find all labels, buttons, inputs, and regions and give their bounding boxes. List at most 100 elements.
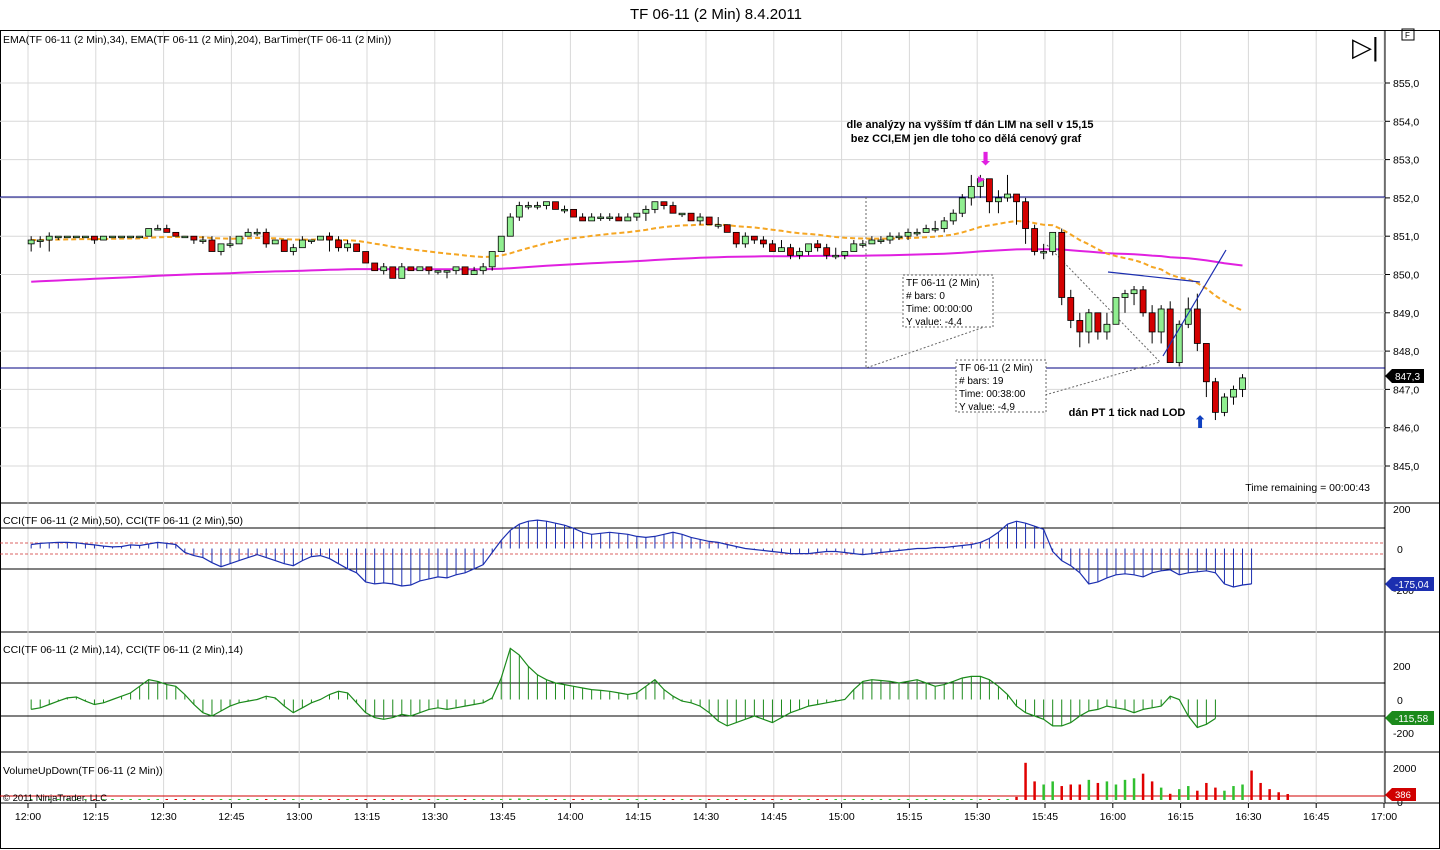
- x-tick-label: 16:45: [1303, 811, 1329, 823]
- measure-line-1[interactable]: [865, 197, 991, 369]
- pin-icon-label: F: [1405, 31, 1410, 40]
- cci50-tick: 200: [1393, 504, 1411, 516]
- x-tick-label: 13:45: [489, 811, 515, 823]
- candle-body: [82, 235, 89, 239]
- candle-body: [741, 235, 749, 245]
- candle-body: [714, 224, 722, 227]
- candle-body: [353, 243, 361, 252]
- y-tick-label: 854,0: [1393, 116, 1419, 128]
- cci50-value-tag: -175,04: [1385, 577, 1434, 591]
- candle-body: [769, 243, 776, 252]
- cci14-series: [30, 647, 1216, 729]
- chart-title: TF 06-11 (2 Min) 8.4.2011: [630, 6, 802, 23]
- candle-body: [136, 235, 144, 239]
- candle-body: [886, 235, 894, 241]
- candle-body: [1040, 251, 1048, 254]
- x-tick-label: 12:00: [15, 811, 41, 823]
- candle-body: [109, 235, 116, 239]
- candle-body: [172, 231, 180, 237]
- measure-box-line: Y value: -4,4: [906, 317, 962, 328]
- x-tick-label: 15:45: [1032, 811, 1058, 823]
- candle-body: [1112, 297, 1120, 325]
- time-remaining: Time remaining = 00:00:43: [1245, 482, 1370, 494]
- candle-body: [895, 235, 903, 239]
- cci14-tick: 200: [1393, 661, 1411, 673]
- x-tick-label: 16:30: [1235, 811, 1261, 823]
- candle-body: [787, 247, 794, 256]
- candle-body: [669, 205, 677, 214]
- candle-body: [190, 235, 198, 241]
- y-tick-label: 845,0: [1393, 461, 1419, 473]
- x-tick-label: 16:15: [1167, 811, 1193, 823]
- pin-icon[interactable]: [1401, 28, 1415, 41]
- x-tick-label: 12:15: [83, 811, 109, 823]
- candle-body: [642, 208, 650, 214]
- candle-body: [588, 216, 596, 222]
- candle-body: [317, 235, 324, 241]
- candle-body: [678, 212, 686, 216]
- ema204-line: [31, 248, 1243, 283]
- y-tick-label: 849,0: [1393, 308, 1419, 320]
- candle-body: [995, 197, 1002, 203]
- measure-box-1[interactable]: TF 06-11 (2 Min) # bars: 0 Time: 00:00:0…: [902, 274, 994, 328]
- measure-box-line: Time: 00:00:00: [906, 304, 973, 315]
- candle-body: [100, 235, 107, 241]
- sell-arrow-icon: ⬇: [978, 149, 993, 170]
- candle-body: [543, 201, 550, 206]
- candle-body: [298, 239, 306, 249]
- candle-body: [434, 270, 442, 273]
- candle-body: [868, 239, 876, 245]
- candle-body: [479, 266, 487, 272]
- candle-body: [54, 235, 62, 239]
- volume-tick: 2000: [1393, 763, 1417, 775]
- candle-body: [850, 243, 858, 252]
- candle-body: [723, 224, 731, 233]
- candle-body: [986, 178, 993, 203]
- candle-body: [705, 216, 713, 226]
- candle-body: [931, 228, 939, 231]
- candle-body: [1121, 293, 1129, 298]
- candle-body: [841, 251, 849, 256]
- candle-body: [1076, 320, 1084, 333]
- x-tick-label: 15:15: [896, 811, 922, 823]
- measure-box-2[interactable]: TF 06-11 (2 Min) # bars: 19 Time: 00:38:…: [955, 359, 1047, 413]
- candle-body: [1022, 201, 1029, 229]
- candle-body: [1166, 308, 1174, 363]
- x-tick-label: 14:15: [625, 811, 651, 823]
- candle-body: [967, 186, 975, 199]
- play-icon[interactable]: ▷|: [1352, 32, 1379, 62]
- cci50-last-value: -175,04: [1395, 580, 1429, 591]
- trend-line-rising[interactable]: [1162, 249, 1227, 357]
- candle-body: [1013, 193, 1020, 203]
- candle-body: [1202, 343, 1210, 383]
- candle-body: [36, 239, 44, 242]
- candle-body: [1058, 231, 1066, 298]
- candle-body: [271, 239, 279, 245]
- x-tick-label: 15:00: [828, 811, 854, 823]
- candle-body: [344, 243, 351, 249]
- candle-body: [253, 231, 261, 235]
- candle-body: [832, 254, 840, 258]
- candle-body: [732, 231, 740, 245]
- candle-body: [949, 212, 957, 222]
- candle-body: [1157, 308, 1165, 333]
- x-tick-label: 17:00: [1371, 811, 1397, 823]
- candle-body: [289, 247, 297, 252]
- candle-body: [940, 220, 948, 229]
- candle-body: [1148, 312, 1156, 333]
- candle-body: [389, 266, 397, 279]
- candle-body: [615, 216, 623, 222]
- candle-body: [398, 266, 406, 279]
- candle-body: [506, 216, 514, 237]
- volume-bars: [29, 762, 1289, 800]
- candles: [27, 174, 1246, 421]
- ema34-path: [31, 219, 1243, 312]
- cci14-label: CCI(TF 06-11 (2 Min),14), CCI(TF 06-11 (…: [3, 644, 243, 656]
- candle-body: [904, 231, 912, 237]
- trend-line-top[interactable]: [1107, 271, 1201, 283]
- candle-body: [760, 239, 767, 245]
- last-price-tag: 847,3: [1385, 369, 1424, 383]
- x-tick-label: 15:30: [964, 811, 990, 823]
